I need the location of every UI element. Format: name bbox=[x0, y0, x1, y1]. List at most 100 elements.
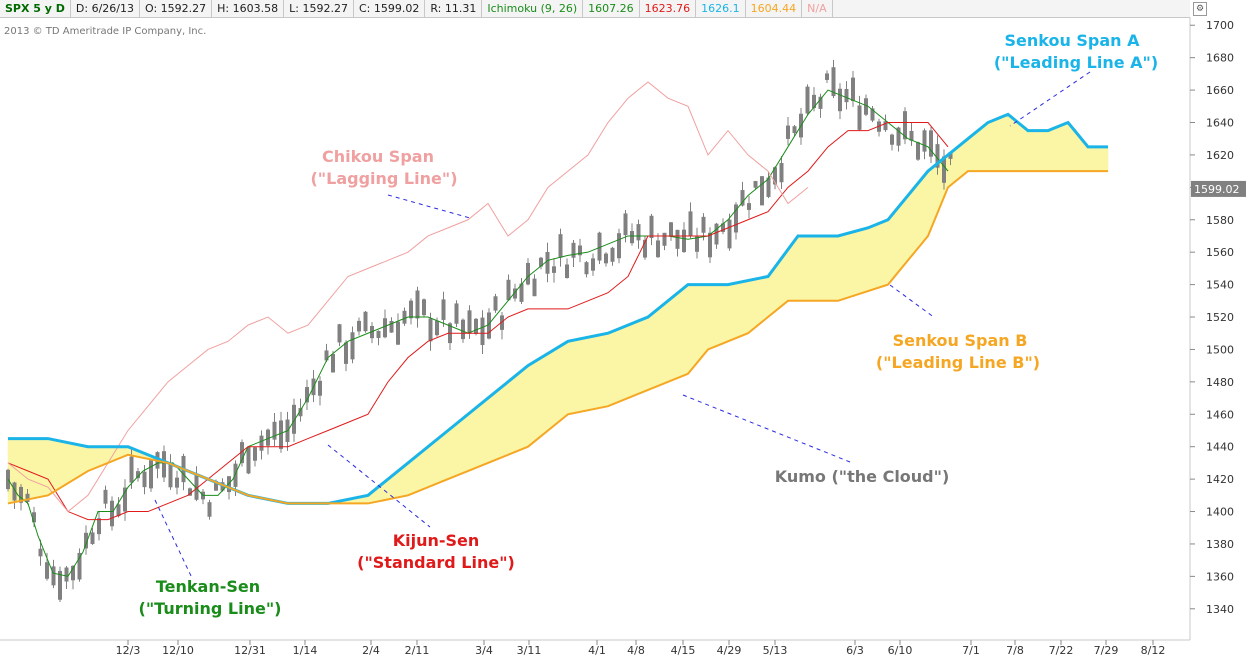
candle-body bbox=[701, 216, 706, 233]
candle-body bbox=[337, 324, 342, 343]
candle-body bbox=[305, 387, 309, 403]
cloud-segment bbox=[553, 348, 557, 427]
candle-body bbox=[19, 486, 23, 503]
candle-body bbox=[435, 320, 439, 336]
y-tick-label: 1440 bbox=[1206, 441, 1234, 454]
cloud-segment bbox=[1043, 130, 1047, 172]
chikou-pointer bbox=[387, 194, 471, 219]
cloud-segment bbox=[51, 439, 55, 494]
cloud-segment bbox=[811, 235, 815, 302]
cloud-segment bbox=[647, 314, 651, 391]
cloud-segment bbox=[1103, 146, 1107, 172]
cloud-segment bbox=[493, 391, 497, 461]
kumo-label: Kumo ("the Cloud") bbox=[775, 467, 950, 486]
cloud-segment bbox=[483, 399, 487, 465]
candle-body bbox=[721, 223, 725, 232]
cloud-segment bbox=[637, 319, 641, 395]
cloud-segment bbox=[871, 225, 875, 291]
cloud-segment bbox=[655, 308, 659, 388]
cloud-segment bbox=[617, 327, 621, 403]
candle-body bbox=[675, 229, 680, 249]
cloud-segment bbox=[687, 284, 691, 375]
chikou-value: N/A bbox=[802, 0, 833, 17]
x-tick-label: 3/11 bbox=[517, 644, 542, 657]
cloud-segment bbox=[785, 248, 789, 303]
candle-body bbox=[188, 488, 192, 496]
symbol-label[interactable]: SPX 5 y D bbox=[0, 0, 71, 17]
x-axis: 12/3 12/10 12/31 1/14 2/4 2/11 3/4 3/11 4/1 4/8 4/… bbox=[116, 640, 1165, 657]
cloud-segment bbox=[523, 366, 527, 449]
cloud-segment bbox=[1081, 138, 1085, 172]
cloud-segment bbox=[533, 360, 537, 443]
cloud-segment bbox=[477, 404, 481, 468]
candle-body bbox=[935, 144, 940, 168]
cloud-segment bbox=[787, 246, 791, 302]
candle-body bbox=[727, 219, 732, 249]
candle-body bbox=[12, 482, 17, 501]
cloud-segment bbox=[981, 125, 985, 172]
cloud-segment bbox=[1047, 129, 1051, 172]
cloud-segment bbox=[1013, 118, 1017, 172]
cloud-segment bbox=[997, 117, 1001, 172]
cloud-segment bbox=[529, 362, 533, 446]
kumo-pointer bbox=[682, 394, 851, 463]
cloud-segment bbox=[917, 180, 921, 249]
cloud-segment bbox=[53, 439, 57, 493]
y-tick-label: 1460 bbox=[1206, 408, 1234, 421]
x-tick-label: 12/3 bbox=[116, 644, 141, 657]
cloud-segment bbox=[991, 119, 995, 172]
cloud-segment bbox=[969, 134, 973, 172]
cloud-segment bbox=[841, 234, 845, 300]
settings-icon[interactable]: ⚙ bbox=[1193, 2, 1207, 16]
x-tick-label: 7/1 bbox=[962, 644, 980, 657]
candle-body bbox=[682, 229, 686, 253]
cloud-segment bbox=[849, 231, 853, 298]
candle-body bbox=[318, 380, 322, 396]
candle-body bbox=[734, 204, 738, 233]
cloud-segment bbox=[717, 284, 721, 346]
candle-body bbox=[103, 489, 108, 504]
cloud-segment bbox=[425, 446, 429, 489]
candle-body bbox=[454, 303, 459, 324]
cloud-segment bbox=[517, 371, 521, 452]
candle-body bbox=[929, 130, 933, 157]
cloud-segment bbox=[1093, 146, 1097, 172]
cloud-segment bbox=[1073, 129, 1077, 172]
cloud-segment bbox=[731, 283, 735, 341]
cloud-segment bbox=[43, 438, 47, 497]
cloud-segment bbox=[1005, 114, 1009, 172]
cloud-segment bbox=[743, 280, 747, 336]
cloud-segment bbox=[925, 170, 929, 240]
candle-body bbox=[233, 463, 238, 487]
candle-body bbox=[214, 481, 218, 491]
cloud-segment bbox=[813, 235, 817, 302]
cloud-segment bbox=[393, 472, 397, 499]
cloud-segment bbox=[457, 420, 461, 476]
cloud-segment bbox=[967, 136, 971, 172]
cloud-segment bbox=[83, 445, 87, 474]
tenkan-pointer bbox=[154, 499, 193, 579]
cloud-segment bbox=[937, 160, 941, 212]
cloud-segment bbox=[611, 330, 615, 405]
cloud-segment bbox=[807, 235, 811, 302]
candle-body bbox=[519, 283, 524, 302]
cloud-segment bbox=[995, 118, 999, 172]
candle-body bbox=[207, 502, 212, 517]
cloud-segment bbox=[805, 235, 809, 302]
cloud-segment bbox=[75, 443, 79, 479]
cloud-segment bbox=[85, 445, 89, 473]
candle-body bbox=[110, 500, 114, 527]
study-label[interactable]: Ichimoku (9, 26) bbox=[482, 0, 584, 17]
cloud-segment bbox=[837, 235, 841, 302]
candle-body bbox=[610, 247, 615, 262]
candle-body bbox=[708, 232, 712, 258]
cloud-segment bbox=[1041, 130, 1045, 172]
annotations: Chikou Span ("Lagging Line") Senkou Span A… bbox=[139, 31, 1159, 618]
cloud-segment bbox=[939, 159, 943, 207]
candle-body bbox=[695, 236, 699, 252]
span-a-label-1: Senkou Span A bbox=[1004, 31, 1140, 50]
candle-body bbox=[870, 108, 875, 121]
cloud-segment bbox=[455, 421, 459, 477]
candle-body bbox=[760, 176, 764, 206]
tenkan-label-2: ("Turning Line") bbox=[139, 599, 282, 618]
